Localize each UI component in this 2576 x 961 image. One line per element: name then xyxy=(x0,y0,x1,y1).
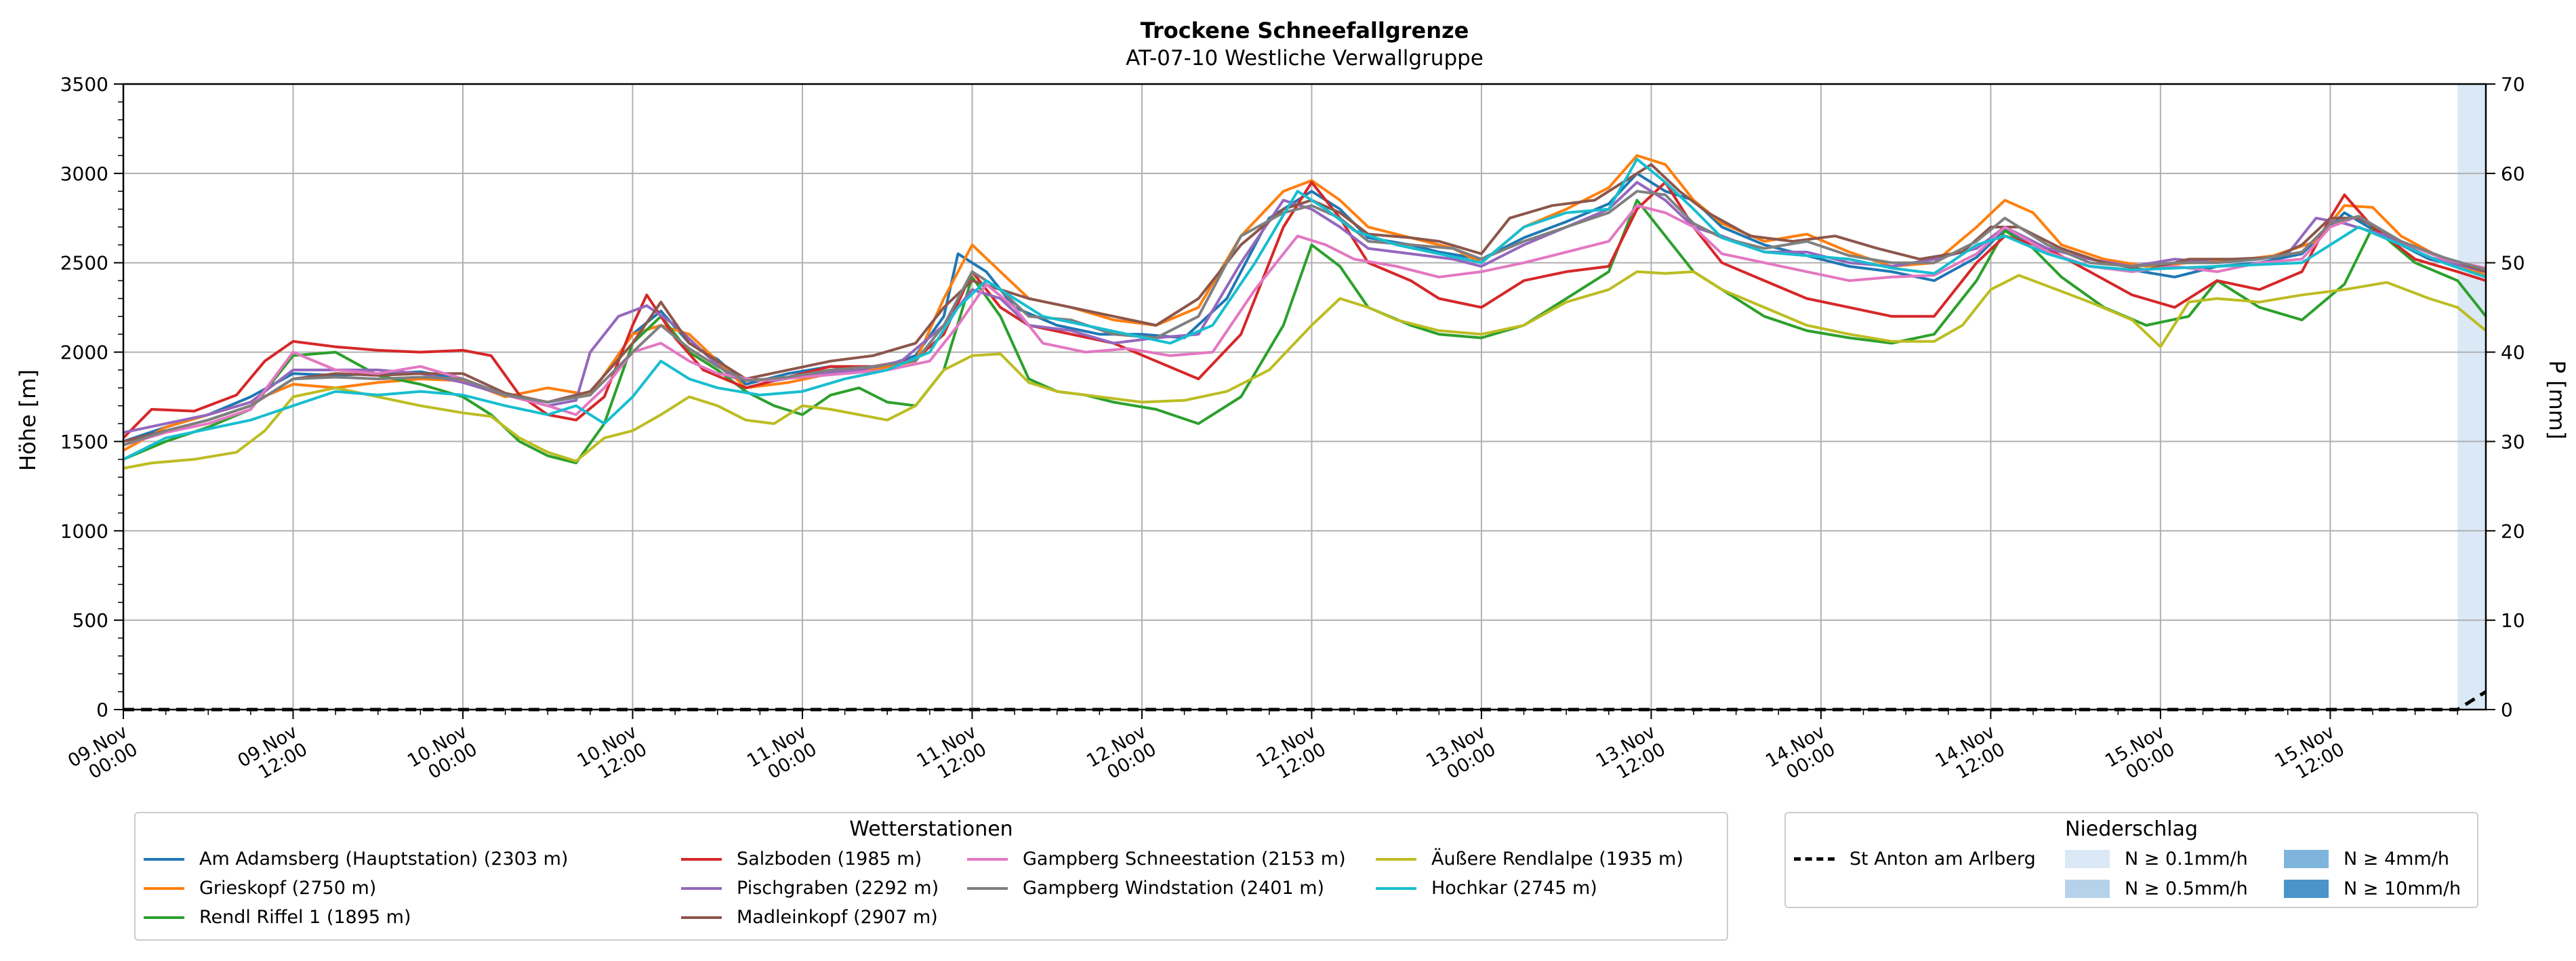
y-tick-label: 2000 xyxy=(60,342,108,364)
y2-tick-label: 0 xyxy=(2501,699,2513,721)
x-tick-label: 12.Nov12:00 xyxy=(1253,721,1330,790)
line-swatch xyxy=(967,857,1008,861)
y2-tick-label: 60 xyxy=(2501,163,2525,185)
x-tick-label: 13.Nov00:00 xyxy=(1423,721,1499,790)
color-swatch xyxy=(2065,880,2110,898)
series-line-7 xyxy=(123,190,2487,447)
x-tick-label: 15.Nov12:00 xyxy=(2272,721,2348,790)
x-tick-label: 11.Nov12:00 xyxy=(914,721,990,790)
series-line-5 xyxy=(123,163,2487,443)
line-swatch xyxy=(681,886,722,890)
legend-item-station: Gampberg Windstation (2401 m) xyxy=(967,878,1324,899)
legend-item-label: Madleinkopf (2907 m) xyxy=(737,907,938,928)
x-tick-label: 14.Nov00:00 xyxy=(1762,721,1839,790)
x-tick-label: 15.Nov00:00 xyxy=(2102,721,2178,790)
x-tick-label: 13.Nov12:00 xyxy=(1593,721,1669,790)
precip-line xyxy=(123,690,2487,712)
legend-item-station: Madleinkopf (2907 m) xyxy=(681,907,938,928)
legend-item-label: N ≥ 4mm/h xyxy=(2344,848,2449,870)
y-tick-label: 3000 xyxy=(60,163,108,185)
legend-item-label: Gampberg Schneestation (2153 m) xyxy=(1023,848,1346,870)
legend-item-precip-level: N ≥ 10mm/h xyxy=(2284,878,2461,899)
dashed-line-swatch xyxy=(1794,857,1835,861)
y-axis-label: Höhe [m] xyxy=(15,369,41,471)
legend-item-station: Gampberg Schneestation (2153 m) xyxy=(967,848,1346,870)
color-swatch xyxy=(2284,850,2329,868)
series-line-0 xyxy=(123,171,2487,443)
legend-precip-station-label: St Anton am Arlberg xyxy=(1849,848,2036,870)
x-tick-label: 11.Nov00:00 xyxy=(743,721,820,790)
legend-item-precip-level: N ≥ 0.1mm/h xyxy=(2065,848,2248,870)
y-tick-label: 1000 xyxy=(60,520,108,542)
legend-stations: Wetterstationen Am Adamsberg (Hauptstati… xyxy=(134,812,1728,941)
legend-precip-title: Niederschlag xyxy=(2065,817,2198,841)
y2-tick-label: 40 xyxy=(2501,342,2525,364)
series-line-2 xyxy=(123,199,2487,465)
x-tick-label: 12.Nov00:00 xyxy=(1083,721,1160,790)
legend-item-station: Äußere Rendlalpe (1935 m) xyxy=(1376,848,1683,870)
line-swatch xyxy=(144,857,184,861)
series-line-1 xyxy=(123,154,2487,452)
line-swatch xyxy=(1376,886,1416,890)
legend-item-station: Hochkar (2745 m) xyxy=(1376,878,1597,899)
plot-frame xyxy=(122,83,2487,711)
legend-item-station: Salzboden (1985 m) xyxy=(681,848,922,870)
legend-item-station: Am Adamsberg (Hauptstation) (2303 m) xyxy=(144,848,568,870)
y2-tick-label: 10 xyxy=(2501,609,2525,632)
legend-precip: Niederschlag St Anton am Arlberg N ≥ 0.1… xyxy=(1784,812,2478,908)
series-line-8 xyxy=(123,270,2487,470)
line-swatch xyxy=(681,857,722,861)
y-tick-label: 1500 xyxy=(60,430,108,453)
x-tick-label: 09.Nov00:00 xyxy=(64,721,141,790)
y-tick-label: 3500 xyxy=(60,73,108,96)
x-tick-label: 10.Nov12:00 xyxy=(574,721,651,790)
y2-tick-label: 30 xyxy=(2501,430,2525,453)
legend-item-st-anton: St Anton am Arlberg xyxy=(1794,848,2036,870)
legend-item-station: Grieskopf (2750 m) xyxy=(144,878,376,899)
line-swatch xyxy=(681,916,722,919)
legend-item-label: Rendl Riffel 1 (1895 m) xyxy=(199,907,411,928)
line-swatch xyxy=(1376,857,1416,861)
y2-tick-label: 70 xyxy=(2501,73,2525,96)
y-tick-label: 2500 xyxy=(60,252,108,274)
legend-item-label: Äußere Rendlalpe (1935 m) xyxy=(1431,848,1683,870)
series-line-4 xyxy=(123,181,2487,434)
legend-item-precip-level: N ≥ 0.5mm/h xyxy=(2065,878,2248,899)
legend-item-precip-level: N ≥ 4mm/h xyxy=(2284,848,2449,870)
line-swatch xyxy=(144,886,184,890)
legend-item-label: Pischgraben (2292 m) xyxy=(737,878,939,899)
legend-item-label: N ≥ 0.1mm/h xyxy=(2125,848,2248,870)
chart-subtitle: AT-07-10 Westliche Verwallgruppe xyxy=(1126,46,1484,70)
color-swatch xyxy=(2284,880,2329,898)
y-tick-label: 500 xyxy=(73,609,108,632)
precip-band-0 xyxy=(2457,84,2486,710)
x-tick-label: 14.Nov12:00 xyxy=(1932,721,2009,790)
y2-tick-label: 20 xyxy=(2501,520,2525,542)
legend-item-label: Gampberg Windstation (2401 m) xyxy=(1023,878,1325,899)
legend-item-label: Hochkar (2745 m) xyxy=(1431,878,1597,899)
y2-tick-label: 50 xyxy=(2501,252,2525,274)
legend-item-label: N ≥ 10mm/h xyxy=(2344,878,2461,899)
legend-item-label: Am Adamsberg (Hauptstation) (2303 m) xyxy=(199,848,569,870)
series-line-9 xyxy=(123,157,2487,461)
y-tick-label: 0 xyxy=(96,699,108,721)
x-tick-label: 10.Nov00:00 xyxy=(404,721,481,790)
line-swatch xyxy=(144,916,184,919)
chart-title: Trockene Schneefallgrenze xyxy=(1141,18,1469,43)
legend-stations-title: Wetterstationen xyxy=(849,817,1013,841)
line-swatch xyxy=(967,886,1008,890)
y2-axis-label: P [mm] xyxy=(2544,361,2570,440)
legend-item-label: N ≥ 0.5mm/h xyxy=(2125,878,2248,899)
color-swatch xyxy=(2065,850,2110,868)
x-tick-label: 09.Nov12:00 xyxy=(234,721,311,790)
legend-item-station: Pischgraben (2292 m) xyxy=(681,878,939,899)
legend-item-station: Rendl Riffel 1 (1895 m) xyxy=(144,907,411,928)
legend-item-label: Salzboden (1985 m) xyxy=(737,848,922,870)
legend-item-label: Grieskopf (2750 m) xyxy=(199,878,377,899)
series-line-6 xyxy=(123,204,2487,447)
